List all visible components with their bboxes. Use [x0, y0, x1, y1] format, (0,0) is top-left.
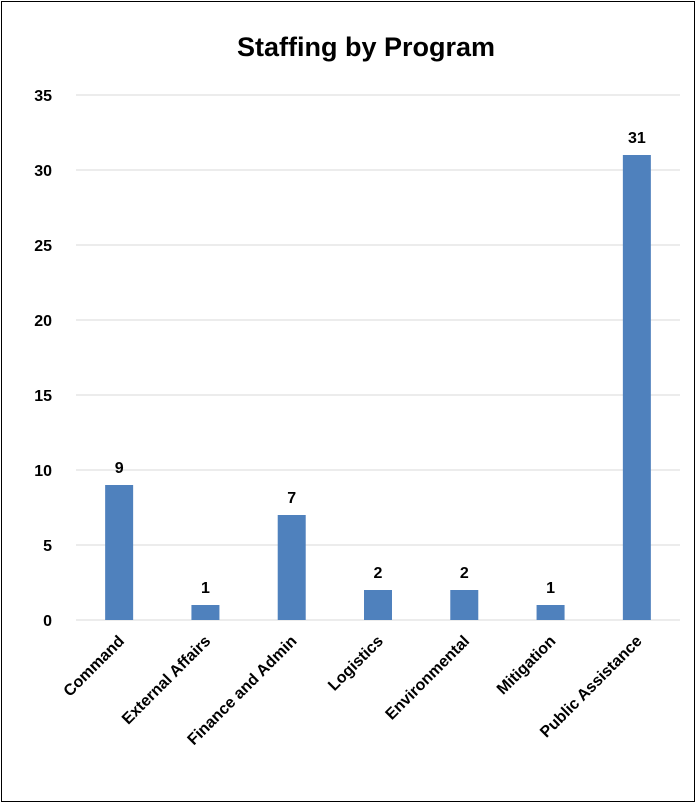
bar: [277, 515, 306, 620]
bar: [191, 605, 220, 620]
bar: [536, 605, 565, 620]
x-tick-label: Environmental: [383, 633, 474, 724]
gridlines: [76, 94, 680, 621]
data-label: 9: [115, 460, 124, 477]
data-label: 2: [460, 565, 469, 582]
y-tick-label: 20: [34, 313, 52, 330]
bar: [364, 590, 392, 620]
x-tick-label: Logistics: [325, 633, 387, 695]
x-tick-label: External Affairs: [119, 633, 214, 728]
data-labels: 9 1 7 2 2 1 31: [115, 130, 646, 597]
y-tick-label: 35: [34, 88, 52, 105]
y-tick-label: 15: [34, 388, 52, 405]
x-tick-label: Command: [61, 633, 128, 700]
y-tick-label: 25: [34, 238, 52, 255]
y-tick-label: 10: [34, 463, 52, 480]
bar: [622, 155, 651, 620]
y-tick-label: 5: [43, 538, 52, 555]
bar: [450, 590, 479, 620]
y-axis-ticks: 0 5 10 15 20 25 30 35: [34, 88, 52, 630]
data-label: 31: [628, 130, 646, 147]
data-label: 7: [287, 490, 296, 507]
y-tick-label: 0: [43, 613, 52, 630]
x-tick-label: Mitigation: [494, 633, 559, 698]
bars: [105, 155, 651, 620]
data-label: 1: [546, 580, 555, 597]
chart-title: Staffing by Program: [237, 32, 495, 62]
data-label: 1: [201, 580, 210, 597]
bar: [105, 485, 134, 620]
data-label: 2: [374, 565, 383, 582]
y-tick-label: 30: [34, 163, 52, 180]
